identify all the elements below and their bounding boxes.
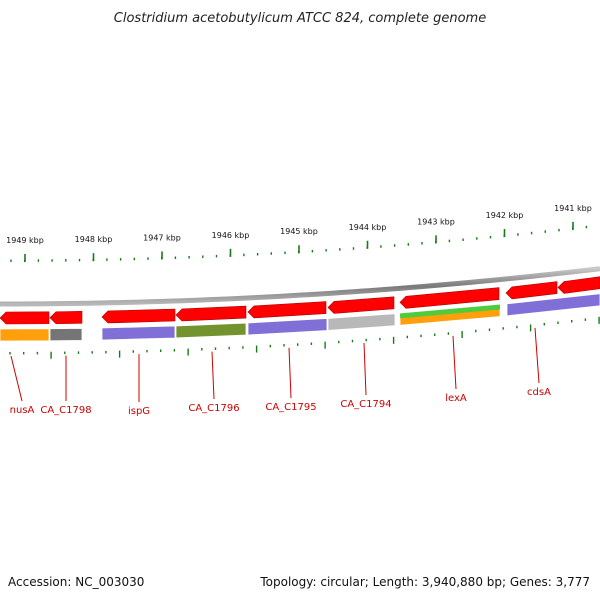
cds-arrow xyxy=(399,287,500,309)
gene-label-CA_C1796: CA_C1796 xyxy=(188,403,239,414)
feature-segment-CA_C1796 xyxy=(175,322,247,339)
kbp-tick-label: 1944 kbp xyxy=(349,223,387,232)
minor-tick-track xyxy=(9,316,600,359)
feature-segment-CA_C1795 xyxy=(247,318,328,336)
cds-arrow xyxy=(0,311,50,325)
feature-segment-cdsA xyxy=(506,293,600,317)
feature-segment-ispG xyxy=(101,325,176,341)
kbp-tick-label: 1947 kbp xyxy=(143,233,181,242)
gene-label-CA_C1795: CA_C1795 xyxy=(265,402,316,413)
feature-track xyxy=(0,293,600,342)
gene-label-CA_C1794: CA_C1794 xyxy=(340,399,391,410)
cds-arrow xyxy=(557,276,600,294)
genome-backbone xyxy=(0,266,600,307)
kbp-tick-label: 1949 kbp xyxy=(6,236,44,245)
cds-arrow xyxy=(101,308,176,324)
map-title: Clostridium acetobutylicum ATCC 824, com… xyxy=(114,11,486,26)
cds-arrow xyxy=(175,305,247,322)
kbp-tick-label: 1941 kbp xyxy=(554,204,592,213)
kbp-tick-label: 1943 kbp xyxy=(417,217,455,226)
gene-label-nusA: nusA xyxy=(10,405,35,416)
kbp-tick-label: 1948 kbp xyxy=(75,235,113,244)
gene-labels: nusA CA_C1798 ispG CA_C1796 CA_C1795 CA_C1794… xyxy=(10,327,551,417)
backbone-line xyxy=(0,266,600,307)
leader-line xyxy=(363,342,367,396)
cds-arrow xyxy=(505,281,558,300)
feature-segment-CA_C1794 xyxy=(327,313,396,331)
feature-segment-CA_C1798 xyxy=(49,327,83,342)
cds-arrows xyxy=(0,276,600,325)
feature-segment-nusA xyxy=(0,328,50,342)
leader-line xyxy=(534,327,540,384)
gene-label-CA_C1798: CA_C1798 xyxy=(40,405,91,416)
kbp-ruler: 1949 kbp 1948 kbp 1947 kbp 1946 kbp 1945 kbp… xyxy=(6,204,592,262)
kbp-tick-label: 1945 kbp xyxy=(280,227,318,236)
feature-segment-green xyxy=(400,304,500,319)
kbp-tick-label: 1942 kbp xyxy=(486,211,524,220)
leader-line xyxy=(452,335,457,390)
leader-line xyxy=(10,355,23,402)
gene-label-ispG: ispG xyxy=(128,406,150,417)
gene-label-lexA: lexA xyxy=(445,393,467,404)
accession-text: Accession: NC_003030 xyxy=(8,575,144,589)
cds-arrow xyxy=(247,301,327,319)
leader-line xyxy=(211,351,215,400)
kbp-tick-label: 1946 kbp xyxy=(212,231,250,240)
genome-summary-text: Topology: circular; Length: 3,940,880 bp… xyxy=(259,575,590,589)
cds-arrow xyxy=(327,296,395,314)
leader-line xyxy=(288,347,292,399)
cds-arrow xyxy=(49,311,83,325)
gene-label-cdsA: cdsA xyxy=(527,387,551,398)
